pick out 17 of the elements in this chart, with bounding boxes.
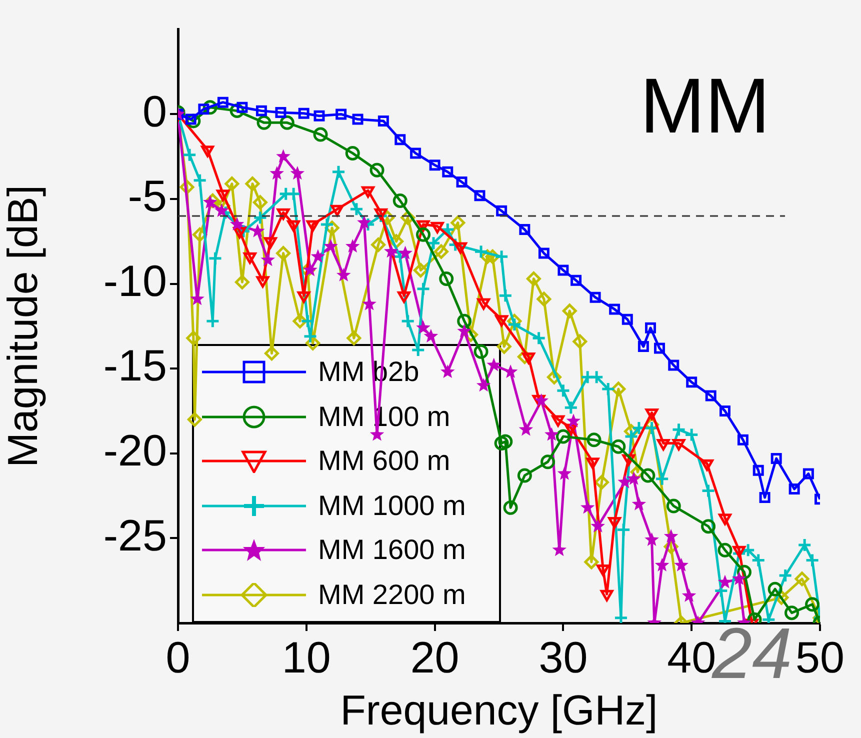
x-tick-label: 50 <box>796 634 844 683</box>
chart-title: MM <box>640 61 770 150</box>
y-axis-title: Magnitude [dB] <box>0 184 46 468</box>
legend-label: MM 1600 m <box>318 534 466 566</box>
y-tick-label: -20 <box>103 426 167 476</box>
y-tick-label: -25 <box>103 511 167 560</box>
legend-label: MM 1000 m <box>318 490 466 522</box>
y-tick-label: -15 <box>103 342 167 391</box>
y-tick-label: -10 <box>103 256 167 306</box>
x-tick-label: 10 <box>282 634 331 683</box>
x-tick-label: 30 <box>538 634 588 683</box>
legend-label: MM 600 m <box>318 445 450 478</box>
legend-label: MM 2200 m <box>318 578 466 611</box>
x-tick-label: 20 <box>410 634 460 683</box>
y-tick-label: -5 <box>128 172 167 222</box>
y-tick-label: 0 <box>142 87 167 136</box>
x-axis-title: Frequency [GHz] <box>340 686 658 734</box>
